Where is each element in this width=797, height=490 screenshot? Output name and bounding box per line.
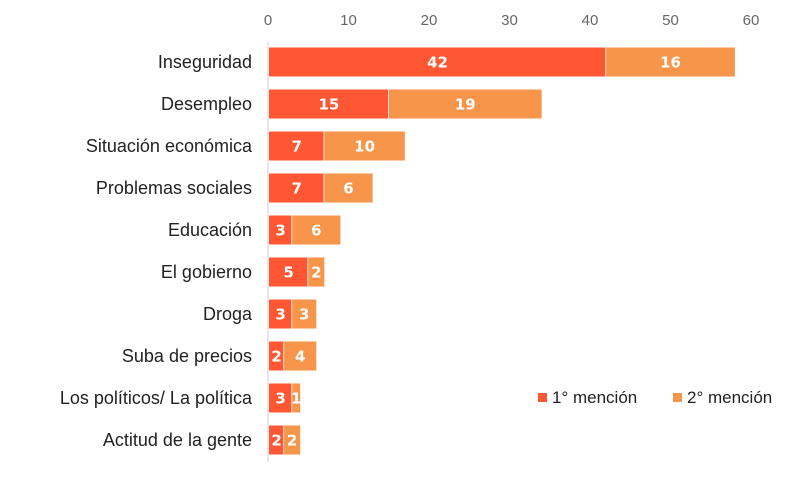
legend-label: 2° mención [687,388,772,407]
data-label: 3 [299,306,309,324]
bar-segment [292,299,317,329]
bar-segment [284,341,317,371]
bar-segment [269,131,325,161]
x-axis-ticks: 0 10 20 30 40 50 60 [264,12,760,29]
data-label: 2 [287,432,297,450]
legend-label: 1° mención [552,388,637,407]
bar-segment [269,341,285,371]
x-tick-label: 0 [264,12,272,29]
bar-segment [324,173,373,203]
x-tick-label: 30 [501,12,518,29]
category-label: Actitud de la gente [103,430,252,450]
data-label: 15 [318,96,339,114]
category-label: Problemas sociales [96,178,252,198]
data-label: 42 [427,54,448,72]
x-tick-label: 20 [421,12,438,29]
x-tick-label: 50 [662,12,679,29]
category-label: Situación económica [86,136,253,156]
legend-swatch [538,393,547,402]
bar-segment [269,173,325,203]
x-tick-label: 60 [743,12,760,29]
legend-swatch [673,393,682,402]
legend: 1° mención 2° mención [538,388,772,407]
data-label: 1 [291,390,301,408]
bar-segment [269,257,309,287]
data-label: 5 [283,264,293,282]
bar-segment [269,215,293,245]
bar-segment [324,131,405,161]
data-label: 6 [311,222,321,240]
category-labels: Inseguridad Desempleo Situación económica P… [60,52,253,450]
x-tick-label: 40 [582,12,599,29]
bar-segment [292,383,301,413]
category-label: Educación [168,220,252,240]
data-label: 2 [311,264,321,282]
bar-segment [269,383,293,413]
bar-segment [308,257,325,287]
data-label: 19 [455,96,476,114]
bar-segment [284,425,301,455]
category-label: Desempleo [161,94,252,114]
bar-segment [269,299,293,329]
category-label: Inseguridad [158,52,252,72]
category-label: El gobierno [161,262,252,282]
data-label: 6 [343,180,353,198]
bar-segment [292,215,341,245]
data-label: 3 [275,390,285,408]
bar-segment [606,47,735,77]
x-tick-label: 10 [340,12,357,29]
data-label: 2 [271,348,281,366]
bar-segment [388,89,542,119]
data-label: 3 [275,306,285,324]
data-label: 16 [660,54,681,72]
data-label: 10 [354,138,375,156]
bar-segment [269,47,607,77]
data-label: 7 [291,138,301,156]
data-label: 2 [271,432,281,450]
category-label: Droga [203,304,253,324]
category-label: Suba de precios [122,346,252,366]
category-label: Los políticos/ La política [60,388,253,408]
data-label: 7 [291,180,301,198]
bar-segment [269,425,285,455]
data-label: 3 [275,222,285,240]
bar-segment [269,89,389,119]
data-label: 4 [295,348,305,366]
